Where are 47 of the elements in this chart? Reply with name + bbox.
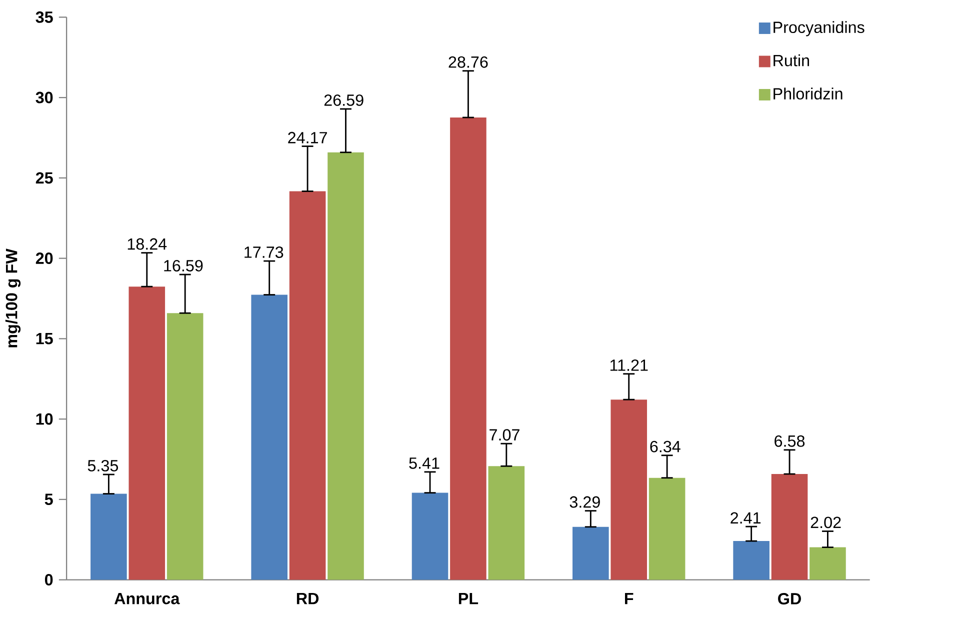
legend-label: Phloridzin (774, 88, 842, 100)
x-tick-label: GD (778, 592, 801, 604)
bar (572, 526, 609, 580)
data-label: 26.59 (324, 94, 364, 106)
data-label: 3.29 (570, 496, 600, 508)
data-label: 16.59 (164, 260, 203, 272)
legend-label: Rutin (774, 54, 809, 66)
bar (412, 492, 448, 580)
data-label: 5.35 (88, 460, 118, 472)
y-tick-label: 10 (36, 413, 53, 425)
bar (648, 478, 686, 580)
x-tick-label: Annurca (114, 592, 180, 604)
data-label: 5.41 (409, 458, 440, 469)
data-label: 2.41 (730, 512, 761, 524)
data-label: 28.76 (448, 56, 488, 68)
data-label: 18.24 (128, 238, 167, 250)
bar (488, 466, 525, 580)
data-label: 17.73 (244, 246, 284, 258)
data-label: 2.02 (810, 516, 841, 528)
bar (810, 547, 846, 580)
data-label: 11.21 (610, 359, 648, 371)
y-tick-label: 20 (36, 252, 53, 264)
x-tick-label: RD (296, 592, 319, 604)
y-tick-label: 15 (36, 332, 53, 344)
legend-label: Procyanidins (774, 21, 864, 36)
bar (771, 474, 808, 580)
bar (289, 191, 326, 580)
y-tick-label: 35 (36, 11, 53, 23)
bar (251, 294, 288, 580)
data-label: 6.34 (650, 440, 680, 452)
bar (450, 117, 486, 580)
y-tick-label: 25 (36, 172, 53, 184)
x-tick-label: F (625, 592, 634, 604)
y-tick-label: 30 (36, 92, 53, 104)
y-tick-label: 0 (44, 574, 53, 586)
y-axis-title: mg/100 g FW (5, 248, 21, 348)
bar (610, 400, 648, 580)
data-label: 7.07 (490, 429, 520, 441)
y-tick-label: 5 (44, 494, 53, 505)
bar (733, 540, 770, 580)
x-tick-label: PL (458, 592, 478, 604)
data-label: 6.58 (774, 435, 805, 447)
bar (128, 286, 166, 580)
bar (90, 494, 127, 580)
data-label: 24.17 (288, 132, 327, 144)
bar (328, 152, 364, 580)
bar (166, 313, 204, 580)
